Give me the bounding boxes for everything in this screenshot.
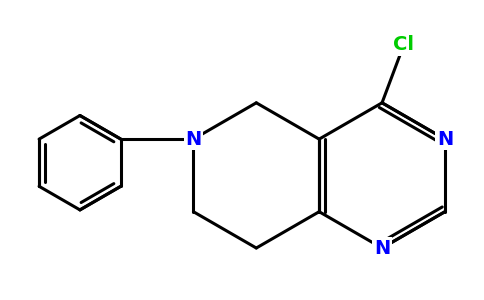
Text: N: N: [374, 238, 390, 257]
Text: Cl: Cl: [393, 35, 414, 54]
Text: N: N: [437, 130, 453, 148]
Text: N: N: [185, 130, 201, 148]
